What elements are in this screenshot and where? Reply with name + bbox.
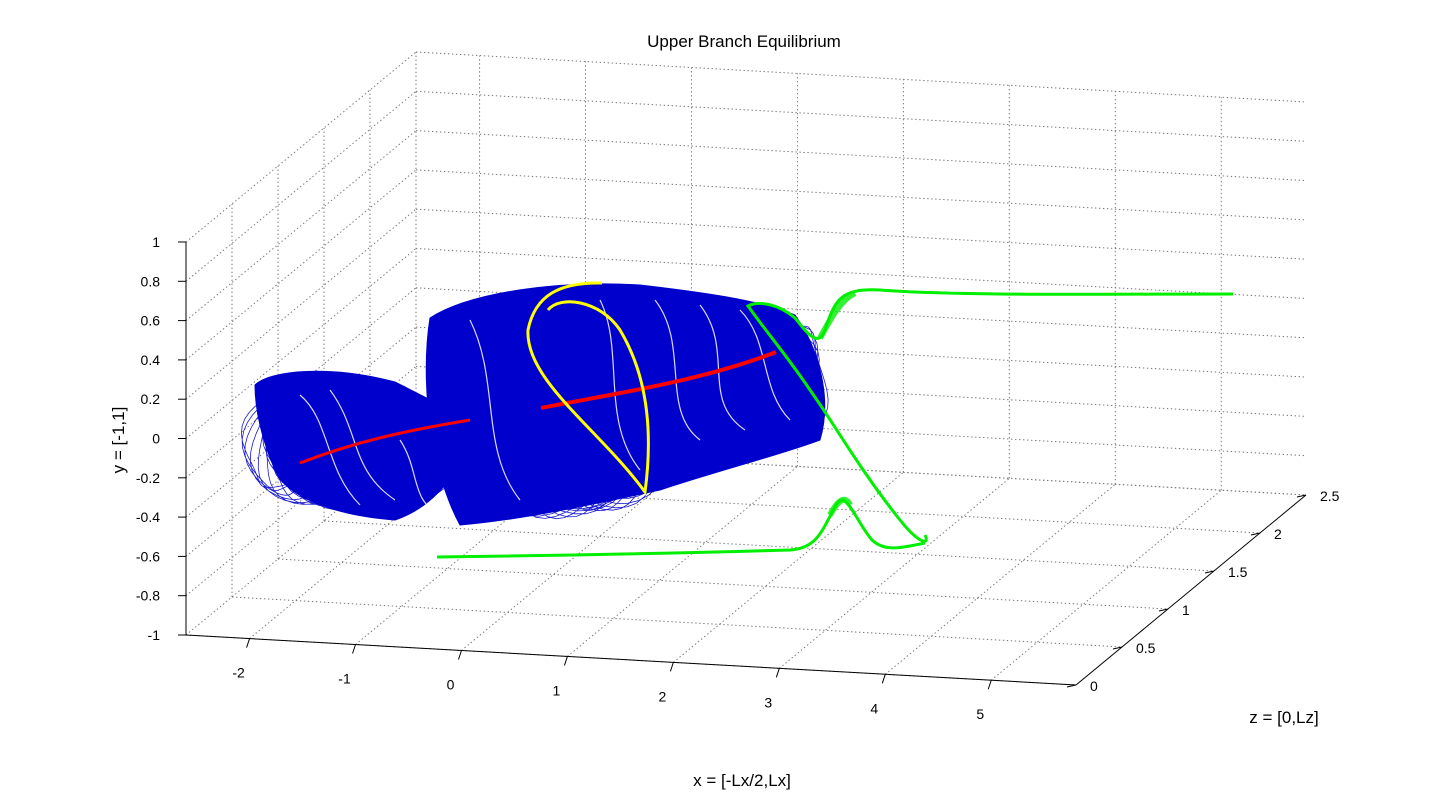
grid-line (779, 477, 1010, 669)
blue-trajectory-streak (739, 309, 791, 421)
x-tick-mark (881, 674, 886, 684)
x-tick-label: 5 (976, 706, 984, 722)
grid-line (185, 248, 417, 439)
z-tick-mark (1112, 646, 1123, 650)
z-tick-mark (1250, 532, 1261, 536)
grid-line (277, 558, 1169, 610)
grid-line (185, 130, 417, 321)
grid-line (415, 130, 1307, 182)
x-tick-label: -2 (232, 665, 245, 681)
x-tick-mark (352, 644, 356, 654)
yellow-trajectory (526, 281, 650, 496)
y-tick-label: 0.2 (141, 391, 161, 407)
grid-line (673, 471, 904, 663)
z-tick-mark (1066, 684, 1077, 688)
x-tick-mark (775, 668, 780, 678)
grid-line (415, 169, 1307, 221)
green-trajectory-lower (436, 498, 926, 559)
blue-trajectory-loops-center (428, 292, 690, 520)
y-tick-label: -1 (148, 627, 161, 643)
z-tick-mark (1296, 494, 1307, 498)
z-tick-mark (1158, 608, 1169, 612)
z-tick-label: 0 (1090, 678, 1098, 694)
grid-line (415, 51, 1307, 103)
green-trajectory-upper (745, 288, 1234, 543)
y-tick-label: -0.6 (136, 548, 160, 564)
blue-trajectory-streak (469, 319, 521, 501)
grid-line (884, 483, 1116, 675)
y-tick-label: 1 (152, 234, 160, 250)
x-tick-mark (987, 680, 992, 690)
blue-trajectory-streak (654, 299, 701, 441)
grid-line (185, 90, 417, 282)
red-trajectory-left (299, 418, 471, 465)
y-tick-label: 0.4 (141, 352, 161, 368)
x-tick-label: 3 (764, 694, 772, 710)
z-tick-mark (1204, 570, 1215, 574)
y-tick-label: 0.6 (141, 313, 161, 329)
blue-trajectory-streak (599, 299, 641, 471)
x-tick-mark (458, 650, 462, 660)
x-tick-label: 4 (870, 700, 878, 716)
green-trajectory-bulge (817, 290, 857, 517)
blue-trajectory-loops-left (240, 380, 459, 512)
y-tick-label: -0.8 (136, 588, 160, 604)
y-tick-label: -0.2 (136, 470, 160, 486)
x-axis-line (185, 634, 1077, 686)
z-axis-label: z = [0,Lz] (1249, 708, 1318, 727)
blue-trajectory-streak (299, 394, 361, 506)
grid-line (185, 51, 417, 243)
x-tick-label: -1 (338, 671, 351, 687)
data-curves (240, 281, 1234, 559)
x-tick-label: 0 (447, 676, 455, 692)
z-tick-label: 2 (1274, 526, 1282, 542)
grid-line (323, 520, 1215, 572)
x-tick-label: 1 (553, 682, 561, 698)
grid-line (415, 248, 1307, 299)
grid-line (415, 90, 1307, 142)
grid-line (567, 466, 798, 657)
x-axis-label: x = [-Lx/2,Lx] (693, 771, 791, 790)
blue-trajectory-streak (329, 389, 396, 501)
x-tick-label: 2 (658, 688, 666, 704)
grid-line (231, 596, 1123, 648)
x-tick-mark (563, 656, 568, 666)
z-tick-label: 2.5 (1320, 488, 1340, 504)
z-axis-line (1075, 494, 1307, 686)
chart-title: Upper Branch Equilibrium (647, 32, 841, 51)
x-tick-mark (669, 662, 674, 672)
z-tick-label: 1.5 (1228, 564, 1248, 580)
blue-trajectory-streak (399, 439, 441, 516)
grid-line (185, 208, 417, 400)
z-tick-label: 1 (1182, 602, 1190, 618)
x-tick-mark (246, 638, 251, 648)
blue-trajectory-streak (699, 304, 746, 431)
axes (178, 241, 1307, 690)
grid-line (185, 169, 417, 361)
tick-labels: -2 -1 0 1 2 3 4 5 -1 -0.8 -0.6 -0.4 -0.2 0 0.2 0.4 0.6 0.… (136, 234, 1340, 722)
grid-line (415, 208, 1307, 260)
grid-line (990, 489, 1222, 681)
y-tick-label: 0 (152, 431, 160, 447)
y-tick-label: 0.8 (141, 273, 161, 289)
z-tick-label: 0.5 (1136, 640, 1156, 656)
y-axis-label: y = [-1,1] (109, 407, 128, 474)
y-tick-label: -0.4 (136, 509, 160, 525)
